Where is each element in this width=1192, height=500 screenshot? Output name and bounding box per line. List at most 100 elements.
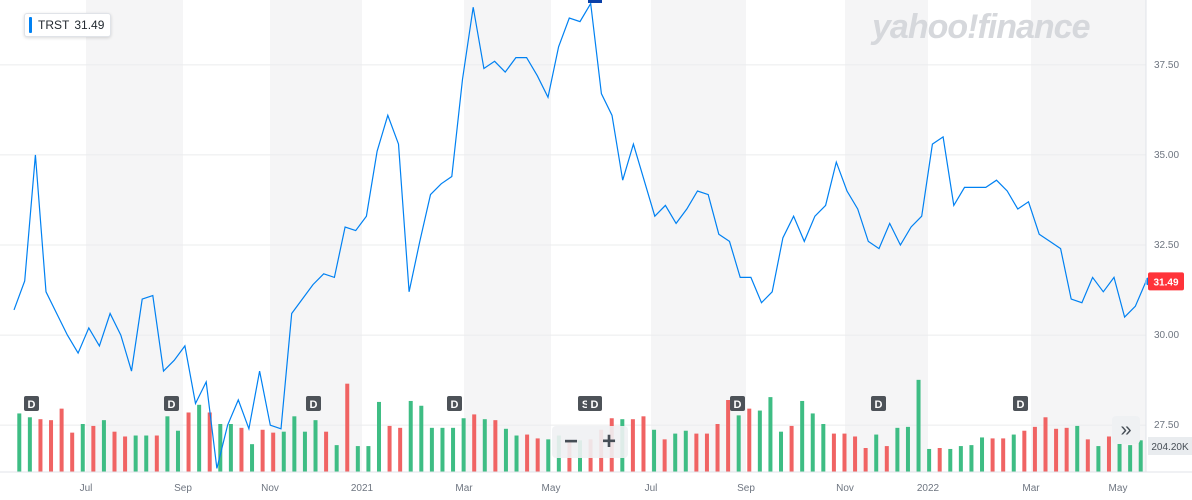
volume-bar — [535, 438, 540, 472]
x-tick-label: 2021 — [351, 483, 374, 494]
volume-bar — [1054, 428, 1059, 472]
volume-bar — [440, 427, 445, 472]
dividend-marker[interactable] — [730, 396, 745, 411]
volume-bar — [313, 420, 318, 472]
y-tick-label: 27.50 — [1154, 420, 1179, 431]
volume-bar — [821, 424, 826, 472]
volume-bar — [853, 436, 858, 472]
volume-bar — [1096, 446, 1101, 472]
x-tick-label: May — [542, 483, 561, 494]
volume-bar — [1138, 440, 1143, 472]
volume-bar — [355, 446, 360, 472]
x-axis: Jul Sep Nov 2021 Mar May Jul Sep Nov 2022 Mar May — [0, 471, 1192, 494]
month-band — [86, 0, 183, 472]
volume-bar — [281, 431, 286, 472]
volume-bar — [1128, 445, 1133, 472]
dividend-marker-label: S — [582, 399, 589, 411]
volume-bar — [345, 383, 350, 472]
volume-bar — [70, 432, 75, 472]
volume-bar — [1001, 438, 1006, 472]
volume-bar — [726, 400, 731, 472]
zoom-out-button[interactable]: − — [563, 428, 578, 455]
y-tick-label: 30.00 — [1154, 330, 1179, 341]
month-band — [651, 0, 746, 472]
volume-bar — [800, 400, 805, 472]
volume-bar — [91, 425, 96, 472]
dividend-marker[interactable] — [447, 396, 462, 411]
volume-bar — [1022, 430, 1027, 472]
volume-bar — [292, 416, 297, 472]
volume-bar — [948, 448, 953, 472]
volume-bar — [429, 427, 434, 472]
grid-lines — [0, 64, 1146, 426]
volume-bar — [736, 415, 741, 472]
dividend-marker[interactable] — [871, 396, 886, 411]
volume-bar — [673, 433, 678, 472]
range-marker — [588, 0, 602, 3]
volume-bar — [366, 446, 371, 472]
volume-bar — [451, 427, 456, 472]
dividend-marker-label: D — [591, 399, 599, 411]
zoom-in-button[interactable]: + — [601, 428, 616, 455]
dividend-marker[interactable] — [1013, 396, 1028, 411]
volume-bar — [990, 438, 995, 472]
volume-bar — [271, 432, 276, 472]
x-tick-label: Mar — [1022, 483, 1040, 494]
volume-bar — [1106, 436, 1111, 472]
current-price-tag — [1148, 272, 1184, 291]
y-tick-label: 32.50 — [1154, 240, 1179, 251]
volume-bar — [144, 435, 149, 472]
volume-bar — [905, 426, 910, 472]
volume-bar — [324, 431, 329, 472]
dividend-marker-label: D — [875, 399, 883, 411]
x-tick-label: Nov — [836, 483, 854, 494]
dividend-marker[interactable] — [24, 396, 39, 411]
volume-bar — [408, 400, 413, 472]
scroll-right-button[interactable]: » — [1112, 416, 1140, 444]
volume-label: 204.20K — [1151, 442, 1189, 453]
volume-bar — [133, 435, 138, 472]
volume-bar — [980, 437, 985, 472]
volume-bar — [916, 379, 921, 472]
dividend-marker-label: D — [451, 399, 459, 411]
volume-bar — [874, 434, 879, 472]
volume-bar — [789, 425, 794, 472]
volume-bar — [810, 413, 815, 472]
volume-bar — [302, 431, 307, 472]
volume-bar — [704, 433, 709, 472]
volume-bar — [398, 427, 403, 472]
volume-bar — [630, 419, 635, 472]
zoom-controls: − + — [552, 426, 628, 458]
volume-bar — [937, 448, 942, 472]
volume-bar — [17, 413, 22, 472]
volume-tag — [1148, 437, 1192, 455]
series-color-bar — [29, 17, 32, 33]
dividend-marker[interactable] — [587, 396, 602, 411]
volume-bar — [1032, 426, 1037, 472]
volume-bar — [641, 416, 646, 472]
volume-bar — [546, 439, 551, 472]
dividend-marker[interactable] — [306, 396, 321, 411]
volume-bar — [715, 424, 720, 472]
volume-bar — [175, 430, 180, 472]
volume-bar — [1064, 427, 1069, 472]
x-tick-label: Jul — [645, 483, 658, 494]
ticker-badge[interactable]: TRST 31.49 — [24, 13, 112, 37]
volume-bar — [250, 444, 255, 472]
volume-bar — [387, 425, 392, 472]
volume-bar — [1117, 432, 1122, 472]
volume-bar — [757, 410, 762, 472]
volume-bar — [1043, 417, 1048, 472]
y-tick-label: 35.00 — [1154, 150, 1179, 161]
volume-bar — [1011, 434, 1016, 472]
volume-bar — [472, 414, 477, 472]
dividend-marker-label: D — [310, 399, 318, 411]
volume-bar — [165, 416, 170, 472]
x-tick-label: 2022 — [917, 483, 940, 494]
x-tick-label: Sep — [174, 483, 192, 494]
x-tick-label: Mar — [455, 483, 473, 494]
dividend-marker[interactable] — [164, 396, 179, 411]
volume-bar — [154, 435, 159, 472]
